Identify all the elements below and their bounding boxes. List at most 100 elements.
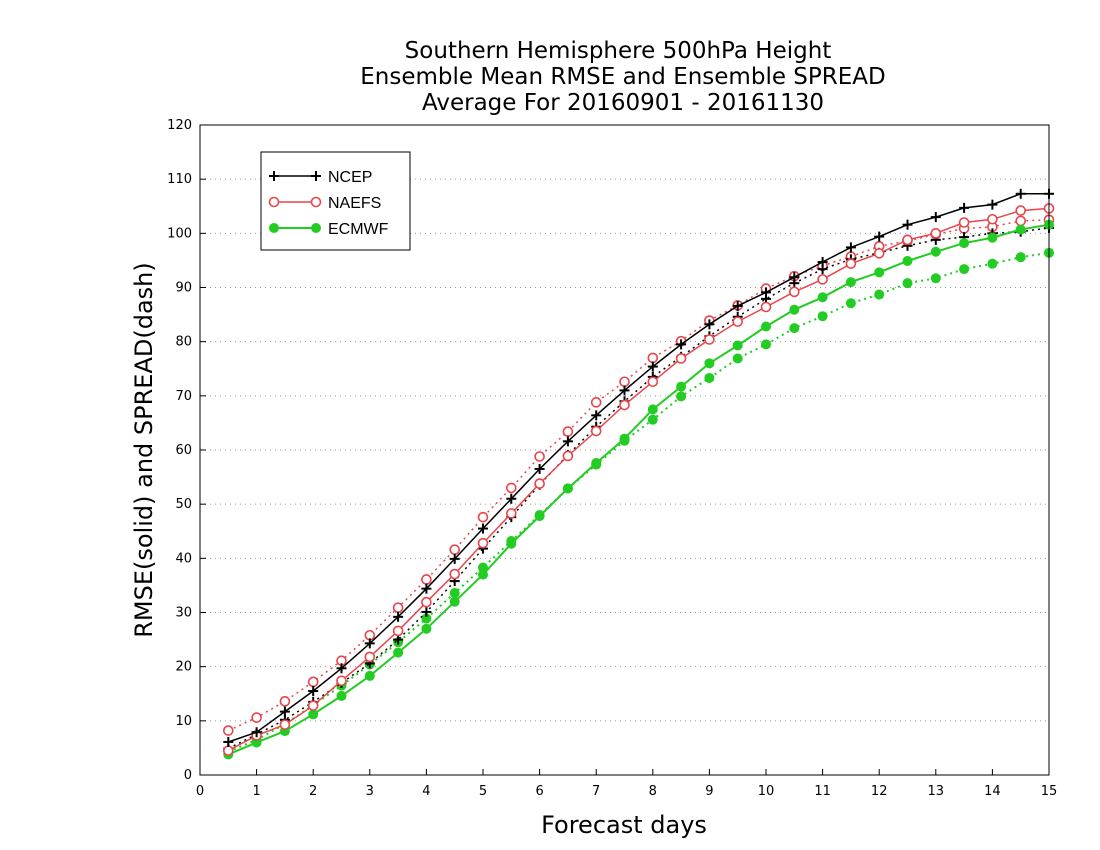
naefs-rmse-point [788, 286, 800, 298]
ncep-rmse-point [336, 663, 347, 674]
y-axis-label: RMSE(solid) and SPREAD(dash) [130, 262, 158, 638]
naefs-spread-point [307, 676, 319, 688]
ncep-rmse-point [1015, 188, 1026, 199]
ecmwf-rmse-point [393, 647, 404, 658]
x-tick-label: 8 [649, 784, 657, 799]
naefs-spread-point [421, 574, 432, 585]
ecmwf-spread-point [732, 353, 743, 364]
ncep-rmse-point [845, 242, 856, 253]
legend-marker [310, 196, 322, 208]
naefs-spread-point [251, 712, 262, 723]
naefs-spread-point [562, 426, 574, 437]
naefs-rmse-point [307, 700, 319, 711]
y-tick-label: 30 [175, 606, 192, 621]
ncep-rmse-point [279, 706, 290, 717]
y-tick-label: 90 [175, 281, 192, 296]
x-tick-label: 9 [705, 784, 713, 799]
ecmwf-spread-point [959, 264, 970, 275]
ncep-rmse-point [789, 272, 800, 283]
ecmwf-spread-point [845, 298, 856, 309]
y-tick-label: 40 [175, 551, 192, 566]
naefs-rmse-point [392, 625, 404, 637]
ncep-spread-point [421, 606, 432, 617]
title-line-1: Southern Hemisphere 500hPa Height [405, 38, 832, 64]
ncep-rmse-point [251, 727, 262, 738]
ncep-rmse-point [308, 686, 319, 697]
ncep-rmse-point [817, 257, 828, 268]
ncep-rmse-point [393, 611, 404, 622]
ncep-rmse-line [228, 193, 1049, 743]
ecmwf-rmse-point [308, 709, 319, 720]
ecmwf-rmse-point [591, 458, 602, 468]
ncep-rmse-point [647, 361, 658, 372]
ncep-rmse-point [959, 202, 970, 213]
title-line-3: Average For 20160901 - 20161130 [422, 90, 824, 116]
legend-marker [311, 223, 321, 233]
x-tick-label: 7 [592, 784, 600, 799]
series-layer [223, 188, 1055, 760]
y-tick-label: 80 [175, 335, 192, 350]
ecmwf-rmse-point [987, 232, 998, 243]
x-tick-label: 5 [479, 784, 487, 799]
y-tick-label: 100 [167, 226, 192, 241]
naefs-rmse-point [279, 719, 291, 730]
ecmwf-rmse-point [534, 511, 545, 522]
legend-label: NAEFS [328, 195, 381, 212]
naefs-rmse-point [1015, 205, 1027, 216]
ncep-rmse-point [421, 583, 432, 594]
naefs-rmse-point [223, 745, 234, 756]
naefs-spread-point [1015, 215, 1027, 227]
ecmwf-rmse-point [789, 304, 800, 315]
naefs-spread-point [449, 544, 461, 555]
ecmwf-rmse-point [845, 277, 856, 288]
y-tick-label: 70 [175, 389, 192, 404]
legend-marker [269, 223, 279, 233]
naefs-spread-point [534, 451, 545, 462]
naefs-rmse-point [958, 217, 970, 228]
x-tick-label: 10 [758, 784, 775, 799]
legend-label: ECMWF [328, 221, 389, 238]
ncep-rmse-point [223, 736, 234, 747]
ecmwf-rmse-line [227, 223, 1050, 756]
naefs-rmse-point [987, 213, 998, 225]
ecmwf-spread-point [930, 273, 941, 284]
ncep-rmse-point [478, 523, 488, 534]
naefs-rmse-line [227, 207, 1050, 752]
ecmwf-rmse-point [364, 670, 375, 681]
y-tick-label: 20 [175, 660, 192, 675]
legend-item-naefs: NAEFS [268, 195, 381, 212]
ncep-rmse-point [364, 638, 375, 649]
ecmwf-rmse-point [1015, 224, 1026, 235]
naefs-rmse-point [562, 450, 574, 462]
ecmwf-rmse-point [902, 255, 913, 266]
x-tick-label: 4 [422, 784, 430, 799]
naefs-spread-point [279, 696, 291, 707]
naefs-spread-point [477, 511, 489, 523]
naefs-rmse-series [223, 203, 1055, 756]
naefs-rmse-point [647, 376, 659, 388]
x-tick-label: 1 [252, 784, 260, 799]
ecmwf-rmse-point [647, 404, 658, 415]
ncep-spread-point [393, 634, 404, 645]
ecmwf-spread-point [874, 289, 885, 300]
title-line-2: Ensemble Mean RMSE and Ensemble SPREAD [360, 64, 885, 90]
naefs-spread-point [392, 602, 404, 613]
ecmwf-spread-point [676, 391, 687, 402]
naefs-spread-point [505, 482, 517, 494]
naefs-rmse-point [477, 537, 489, 549]
naefs-rmse-point [902, 234, 913, 246]
x-tick-label: 13 [928, 784, 945, 799]
x-tick-label: 11 [814, 784, 831, 799]
ecmwf-spread-line [227, 251, 1050, 753]
ecmwf-rmse-point [676, 381, 687, 392]
x-tick-label: 14 [984, 784, 1001, 799]
ecmwf-rmse-point [930, 246, 941, 257]
ecmwf-rmse-point [336, 690, 347, 701]
ecmwf-spread-point [817, 311, 828, 322]
ecmwf-spread-point [902, 278, 913, 289]
ncep-rmse-point [619, 385, 630, 396]
ncep-rmse-point [930, 212, 941, 223]
y-tick-label: 110 [167, 172, 192, 187]
